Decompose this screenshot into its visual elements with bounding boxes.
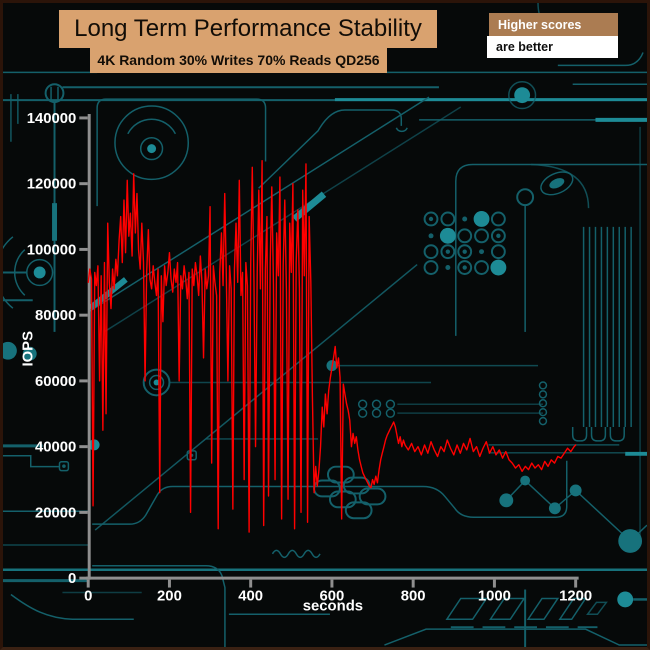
y-tick-label: 100000: [27, 242, 77, 258]
iops-chart: 0 20000 40000 60000 80000 100000 120000 140000 0…: [21, 111, 592, 614]
x-tick-label: 400: [238, 588, 263, 604]
x-tick-label: 0: [84, 588, 92, 604]
badge-line2: are better: [496, 40, 553, 54]
chart-title-box: Long Term Performance Stability: [59, 10, 437, 48]
y-tick-label: 120000: [27, 177, 77, 193]
iops-series-line: [87, 159, 577, 533]
x-tick-label: 1000: [478, 588, 511, 604]
higher-scores-badge: Higher scores: [489, 13, 618, 36]
y-tick-label: 80000: [35, 308, 76, 324]
chart-subtitle-box: 4K Random 30% Writes 70% Reads QD256: [90, 47, 387, 73]
y-tick-label: 0: [68, 571, 76, 587]
circuit-background: [3, 3, 647, 647]
axes: 0 20000 40000 60000 80000 100000 120000 140000 0…: [27, 111, 592, 605]
y-tick-label: 140000: [27, 111, 77, 127]
are-better-badge: are better: [487, 36, 618, 58]
y-tick-label: 60000: [35, 374, 76, 390]
badge-line1: Higher scores: [498, 17, 582, 32]
x-tick-label: 600: [320, 588, 345, 604]
x-tick-label: 800: [401, 588, 426, 604]
x-tick-label: 1200: [559, 588, 592, 604]
y-tick-label: 20000: [35, 505, 76, 521]
chart-subtitle: 4K Random 30% Writes 70% Reads QD256: [97, 52, 380, 68]
x-tick-label: 200: [157, 588, 182, 604]
y-axis-title: IOPS: [21, 331, 37, 367]
y-tick-label: 40000: [35, 440, 76, 456]
chart-title: Long Term Performance Stability: [74, 15, 422, 42]
x-axis-title: seconds: [303, 598, 363, 614]
